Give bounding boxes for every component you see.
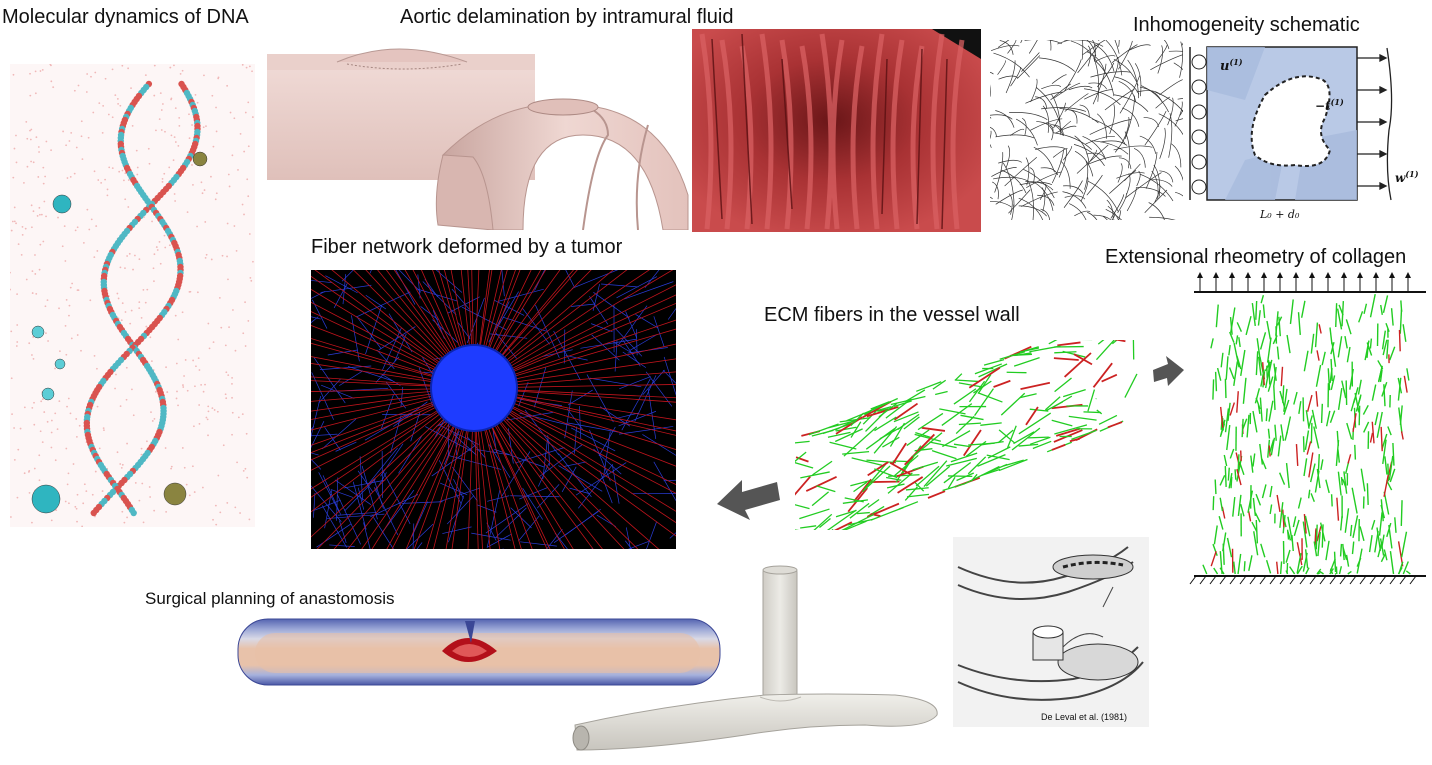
svg-text:−t(1): −t(1)	[1315, 97, 1344, 113]
w-symbol: w	[1395, 171, 1406, 185]
arrow-left-icon	[712, 462, 782, 522]
citation: De Leval et al. (1981)	[1041, 712, 1128, 722]
tumor-network-image	[311, 270, 676, 549]
t-superscript: (1)	[1331, 97, 1344, 107]
u-superscript: (1)	[1229, 57, 1242, 67]
dna-simulation-image	[10, 64, 255, 527]
label-surgical: Surgical planning of anastomosis	[145, 589, 395, 608]
inhomogeneity-schematic: u(1) −t(1) w(1) L₀ + d₀	[1185, 40, 1430, 235]
label-dna: Molecular dynamics of DNA	[2, 6, 249, 28]
t-symbol: −t	[1315, 99, 1331, 113]
length-label: L₀ + d₀	[1259, 208, 1300, 221]
label-aortic: Aortic delamination by intramural fluid	[400, 6, 734, 28]
label-ecm: ECM fibers in the vessel wall	[764, 304, 1020, 326]
fiber-network-image	[990, 40, 1183, 220]
aorta-halfpipe-image	[433, 95, 693, 230]
label-inhomogeneity: Inhomogeneity schematic	[1133, 14, 1360, 36]
aorta-interior-image	[692, 29, 981, 232]
label-tumor: Fiber network deformed by a tumor	[311, 236, 623, 258]
t-junction-vessel-image	[565, 565, 945, 760]
svg-text:u(1): u(1)	[1220, 57, 1243, 74]
label-extensional: Extensional rheometry of collagen	[1105, 246, 1407, 268]
svg-text:w(1): w(1)	[1395, 169, 1419, 185]
surgical-planning-image	[237, 615, 722, 690]
arrow-right-icon	[1148, 352, 1188, 392]
ecm-cylinder-image	[795, 340, 1140, 530]
w-superscript: (1)	[1405, 169, 1418, 179]
surgical-sketch-image: De Leval et al. (1981)	[953, 537, 1149, 727]
extensional-rheometry-image	[1188, 270, 1432, 590]
u-symbol: u	[1220, 59, 1229, 74]
